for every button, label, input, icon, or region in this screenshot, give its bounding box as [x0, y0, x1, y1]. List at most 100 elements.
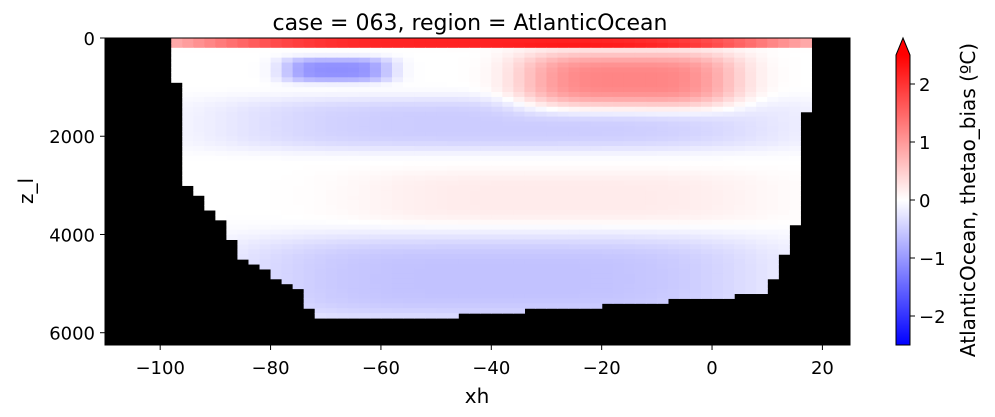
heatmap-cell [292, 200, 305, 206]
heatmap-cell [712, 111, 724, 118]
heatmap-cell [546, 234, 559, 240]
heatmap-cell [380, 77, 393, 83]
heatmap-cell [701, 165, 713, 172]
heatmap-cell [667, 82, 680, 88]
heatmap-cell [469, 263, 481, 270]
heatmap-cell [590, 254, 603, 260]
heatmap-cell [745, 155, 757, 162]
heatmap-cell [734, 278, 746, 285]
heatmap-cell [667, 195, 680, 201]
heatmap-cell [579, 170, 592, 177]
heatmap-cell [623, 87, 636, 93]
heatmap-cell [325, 101, 338, 108]
heatmap-cell [590, 288, 603, 295]
heatmap-cell [380, 52, 393, 59]
heatmap-cell [403, 200, 415, 206]
heatmap-cell [369, 308, 382, 314]
heatmap-cell [701, 185, 713, 191]
heatmap-cell [358, 263, 371, 270]
heatmap-cell [303, 229, 316, 236]
heatmap-cell [767, 146, 779, 152]
heatmap-cell [193, 82, 205, 88]
heatmap-cell [336, 87, 349, 93]
heatmap-cell [789, 106, 801, 113]
heatmap-cell [425, 106, 437, 113]
heatmap-cell [546, 170, 559, 177]
heatmap-cell [447, 92, 459, 98]
heatmap-cell [314, 121, 327, 128]
heatmap-cell [524, 87, 537, 93]
heatmap-cell [524, 195, 537, 201]
heatmap-cell [391, 150, 404, 157]
heatmap-cell [237, 72, 250, 78]
heatmap-cell [557, 283, 570, 290]
heatmap-cell [182, 67, 194, 73]
heatmap-cell [667, 92, 680, 98]
heatmap-cell [623, 180, 636, 186]
heatmap-cell [535, 263, 548, 270]
heatmap-cell [193, 42, 205, 49]
heatmap-cell [226, 82, 239, 88]
heatmap-cell [391, 77, 404, 83]
heatmap-cell [568, 185, 581, 191]
heatmap-cell [656, 298, 669, 304]
y-axis-label: z_l [14, 178, 38, 204]
heatmap-cell [645, 165, 658, 172]
heatmap-cell [391, 62, 404, 69]
x-tick-label: 0 [706, 358, 717, 379]
heatmap-cell [701, 224, 713, 231]
heatmap-cell [436, 38, 448, 44]
heatmap-cell [480, 190, 492, 196]
heatmap-cell [734, 249, 746, 255]
heatmap-cell [281, 146, 294, 152]
heatmap-cell [524, 278, 537, 285]
heatmap-cell [557, 293, 570, 299]
heatmap-cell [612, 234, 625, 240]
heatmap-cell [281, 214, 294, 221]
heatmap-cell [237, 165, 250, 172]
heatmap-cell [491, 77, 503, 83]
heatmap-cell [546, 52, 559, 59]
heatmap-cell [325, 47, 338, 54]
heatmap-cell [745, 259, 757, 265]
heatmap-cell [425, 82, 437, 88]
heatmap-cell [491, 82, 503, 88]
x-tick-label: −40 [472, 358, 510, 379]
heatmap-cell [535, 131, 548, 137]
heatmap-cell [546, 38, 559, 44]
heatmap-cell [303, 244, 316, 250]
heatmap-cell [414, 111, 426, 118]
heatmap-cell [369, 283, 382, 290]
heatmap-cell [601, 160, 614, 167]
heatmap-cell [447, 239, 459, 245]
heatmap-cell [425, 165, 437, 172]
heatmap-cell [425, 62, 437, 69]
heatmap-cell [634, 150, 647, 157]
heatmap-cell [678, 244, 691, 250]
heatmap-cell [436, 126, 448, 132]
heatmap-cell [601, 200, 614, 206]
heatmap-cell [469, 150, 481, 157]
heatmap-cell [568, 209, 581, 216]
heatmap-cell [369, 303, 382, 309]
heatmap-cell [336, 146, 349, 152]
heatmap-cell [414, 47, 426, 54]
heatmap-cell [634, 293, 647, 299]
heatmap-cell [303, 131, 316, 137]
heatmap-cell [502, 273, 514, 280]
heatmap-cell [226, 77, 239, 83]
heatmap-cell [325, 126, 338, 132]
heatmap-cell [314, 136, 327, 142]
heatmap-cell [391, 214, 404, 221]
heatmap-cell [347, 82, 360, 88]
heatmap-cell [259, 77, 272, 83]
heatmap-cell [391, 160, 404, 167]
heatmap-cell [712, 254, 724, 260]
heatmap-cell [193, 87, 205, 93]
heatmap-cell [469, 190, 481, 196]
heatmap-cell [667, 87, 680, 93]
heatmap-cell [403, 303, 415, 309]
heatmap-cell [425, 38, 437, 44]
heatmap-cell [712, 106, 724, 113]
heatmap-cell [226, 121, 239, 128]
